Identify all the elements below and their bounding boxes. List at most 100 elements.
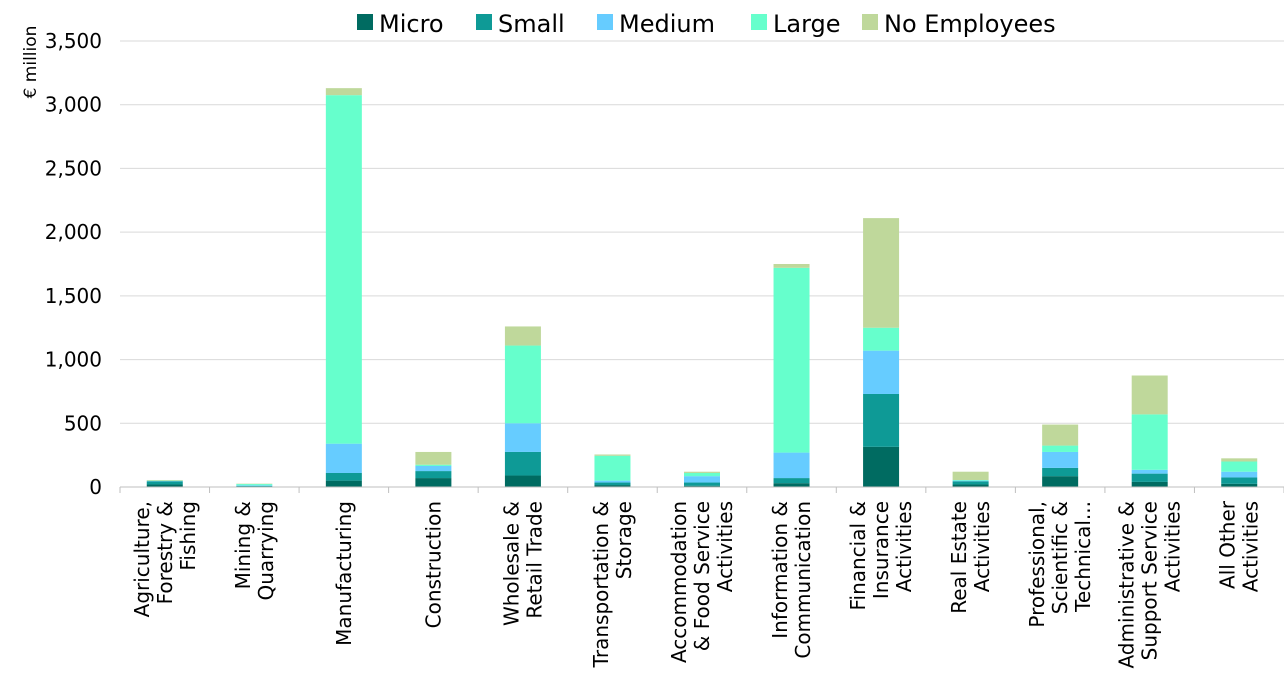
x-tick-label: Administrative & Support Service Activitie… — [1115, 501, 1185, 669]
bar-segment-small — [325, 472, 362, 481]
y-tick-label: 0 — [89, 475, 102, 499]
bar-segment-medium — [1221, 471, 1258, 478]
y-tick-label: 3,500 — [45, 29, 102, 53]
x-tick-label-line: Quarrying — [254, 501, 278, 601]
legend-swatch — [862, 14, 878, 30]
bar-segment-no-employees — [1042, 424, 1079, 446]
x-tick-label-line: Fishing — [176, 501, 200, 571]
bar-segment-large — [863, 327, 900, 351]
legend-label: No Employees — [884, 10, 1056, 38]
x-tick-label: Information & Communication — [768, 501, 815, 659]
x-tick-label-line: Technical... — [1071, 501, 1095, 613]
x-tick-label: Manufacturing — [332, 501, 356, 646]
bar-segment-medium — [504, 423, 541, 452]
x-tick-label-line: Construction — [421, 501, 445, 628]
bar-segment-large — [594, 455, 631, 481]
bar-segment-no-employees — [415, 451, 452, 465]
bar-segment-no-employees — [325, 88, 362, 96]
x-tick-label: Wholesale & Retail Trade — [499, 501, 546, 626]
bar-segment-small — [594, 482, 631, 486]
bar-segment-medium — [863, 350, 900, 394]
x-tick-label-line: Support Service — [1138, 501, 1162, 660]
bar-segment-small — [146, 481, 183, 485]
x-tick-label-line: Storage — [612, 501, 636, 579]
y-tick-label: 1,000 — [45, 348, 102, 372]
bar-segment-medium — [952, 480, 989, 482]
bar-segment-medium — [594, 480, 631, 483]
bar-segment-no-employees — [863, 218, 900, 328]
x-tick-label-line: Financial & — [846, 501, 870, 611]
bar-segment-no-employees — [1221, 458, 1258, 462]
bar-segment-large — [1042, 445, 1079, 452]
legend-swatch — [597, 14, 613, 30]
x-tick-label-line: All Other — [1216, 500, 1240, 589]
bar-segment-small — [1221, 477, 1258, 484]
bar-segment-micro — [1042, 476, 1079, 487]
bar-segment-micro — [684, 485, 720, 487]
bar-segment-small — [773, 478, 810, 484]
bar-segment-no-employees — [773, 264, 810, 268]
bar-segment-no-employees — [146, 479, 183, 481]
bar-segment-micro — [504, 475, 541, 487]
bar-segment-medium — [236, 485, 273, 486]
bar-segment-small — [684, 482, 720, 486]
x-tick-label: Accommodation & Food Service Activities — [667, 501, 737, 663]
x-tick-label-line: Activities — [1161, 501, 1185, 592]
bar-segment-medium — [1042, 451, 1079, 468]
x-tick-label: Mining & Quarrying — [231, 501, 278, 601]
bar-segment-no-employees — [594, 454, 631, 456]
x-tick-label-line: Agriculture, — [130, 501, 154, 617]
bar-segment-medium — [325, 443, 362, 473]
legend: Micro Small Medium Large No Employees — [357, 10, 1056, 38]
x-tick-label-line: Information & — [768, 501, 792, 639]
bar-segment-medium — [1131, 469, 1168, 474]
bar-segment-small — [415, 471, 452, 479]
x-tick-label-line: Transportation & — [589, 501, 613, 668]
bar-segment-medium — [684, 476, 720, 483]
x-tick-label-line: Professional, — [1025, 501, 1049, 628]
bar-segment-large — [684, 472, 720, 477]
bar-segment-large — [415, 464, 452, 466]
bar-segment-micro — [415, 478, 452, 487]
y-axis-title: € million — [21, 26, 41, 99]
axes: 0 500 1,000 1,500 2,000 2,500 3,000 3,500 Agricu… — [45, 29, 1284, 669]
bar-segment-large — [1131, 414, 1168, 470]
x-tick-label-line: Accommodation — [667, 501, 691, 663]
legend-label: Micro — [379, 10, 444, 38]
bar-segment-micro — [1131, 481, 1168, 487]
bar-segment-small — [952, 481, 989, 485]
bar-segment-no-employees — [1131, 375, 1168, 415]
x-tick-label: All Other Activities — [1216, 500, 1263, 592]
y-tick-label: 500 — [64, 411, 102, 435]
bar-segment-no-employees — [952, 471, 989, 480]
bar-segment-micro — [1221, 483, 1258, 487]
bar-segment-micro — [773, 483, 810, 487]
bar-segment-large — [236, 484, 273, 486]
bar-segment-medium — [415, 465, 452, 472]
bar-segment-micro — [146, 484, 183, 487]
x-tick-label: Transportation & Storage — [589, 501, 636, 668]
x-tick-label-line: Insurance — [869, 501, 893, 599]
x-tick-label-line: Activities — [970, 501, 994, 592]
y-tick-label: 3,000 — [45, 93, 102, 117]
legend-label: Small — [498, 10, 565, 38]
bar-segment-large — [1221, 461, 1258, 472]
legend-label: Medium — [619, 10, 715, 38]
x-tick-label-line: Activities — [713, 501, 737, 592]
bar-segment-large — [325, 95, 362, 444]
x-tick-label-line: Activities — [892, 501, 916, 592]
y-tick-label: 2,500 — [45, 156, 102, 180]
bar-segment-micro — [325, 480, 362, 487]
x-tick-label: Professional, Scientific & Technical... — [1025, 501, 1095, 628]
x-tick-label-line: Wholesale & — [499, 501, 523, 626]
bar-segment-small — [1042, 467, 1079, 477]
x-tick-label-line: Mining & — [231, 501, 255, 589]
legend-swatch — [357, 14, 373, 30]
bar-segment-no-employees — [684, 471, 720, 473]
bar-segment-micro — [952, 484, 989, 487]
x-tick-label-line: Manufacturing — [332, 501, 356, 646]
x-tick-label-line: Communication — [791, 501, 815, 659]
bar-segment-no-employees — [504, 326, 541, 346]
